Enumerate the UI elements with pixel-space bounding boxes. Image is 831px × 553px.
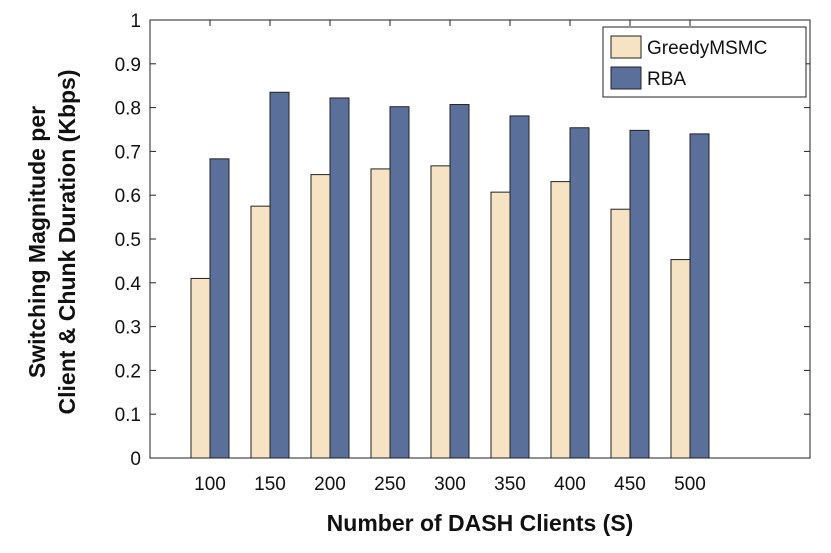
y-axis-title-line-2: Client & Chunk Duration (Kbps) xyxy=(54,70,80,415)
bar-greedymsmc-400 xyxy=(550,181,571,459)
y-axis-title-line-1: Switching Magnitude per xyxy=(24,106,50,378)
bar-greedymsmc-350 xyxy=(490,191,511,459)
y-axis-title: Switching Magnitude per Client & Chunk D… xyxy=(24,70,80,415)
bar-rba-450 xyxy=(629,129,650,459)
x-tick-label: 500 xyxy=(674,474,706,495)
x-tick-label: 400 xyxy=(554,474,586,495)
bars-group xyxy=(190,91,710,459)
bar-greedymsmc-150 xyxy=(250,205,271,459)
bar-rba-350 xyxy=(509,115,530,459)
x-tick-label: 200 xyxy=(314,474,346,495)
y-tick-label: 0.6 xyxy=(115,186,141,207)
bar-rba-300 xyxy=(449,104,470,459)
legend-label-greedymsmc: GreedyMSMC xyxy=(647,38,767,59)
bar-rba-200 xyxy=(329,97,350,459)
x-tick-label: 100 xyxy=(194,474,226,495)
bar-rba-500 xyxy=(689,133,710,459)
legend-swatch-greedymsmc xyxy=(610,35,642,59)
bar-greedymsmc-450 xyxy=(610,208,631,459)
bar-greedymsmc-200 xyxy=(310,174,331,459)
x-axis-title: Number of DASH Clients (S) xyxy=(327,510,634,536)
y-axis-ticks: 0 0.1 0.2 0.3 0.4 0.5 0.6 0.7 0.8 0.9 1 xyxy=(115,11,810,470)
bar-greedymsmc-100 xyxy=(190,277,211,459)
y-tick-label: 0.7 xyxy=(115,142,141,163)
legend-label-rba: RBA xyxy=(647,69,686,90)
x-tick-label: 150 xyxy=(254,474,286,495)
y-tick-label: 0.4 xyxy=(115,274,142,295)
x-tick-label: 350 xyxy=(494,474,526,495)
bar-rba-100 xyxy=(209,158,230,459)
y-tick-label: 0.3 xyxy=(115,318,141,339)
x-tick-label: 450 xyxy=(614,474,646,495)
bar-greedymsmc-250 xyxy=(370,168,391,459)
y-tick-label: 0.8 xyxy=(115,99,141,120)
x-tick-label: 250 xyxy=(374,474,406,495)
y-tick-label: 0.2 xyxy=(115,361,141,382)
bar-rba-400 xyxy=(569,127,590,459)
y-tick-label: 0 xyxy=(130,449,141,470)
y-tick-label: 0.1 xyxy=(115,405,141,426)
x-axis-ticks: 100 150 200 250 300 350 400 450 500 xyxy=(194,20,706,495)
y-tick-label: 0.9 xyxy=(115,55,141,76)
bar-greedymsmc-500 xyxy=(670,259,691,459)
bar-greedymsmc-300 xyxy=(430,165,451,459)
x-tick-label: 300 xyxy=(434,474,466,495)
y-tick-label: 1 xyxy=(130,11,141,32)
y-tick-label: 0.5 xyxy=(115,230,141,251)
legend: GreedyMSMC RBA xyxy=(602,26,807,98)
bar-rba-250 xyxy=(389,106,410,459)
legend-swatch-rba xyxy=(610,66,642,90)
bar-rba-150 xyxy=(269,91,290,459)
